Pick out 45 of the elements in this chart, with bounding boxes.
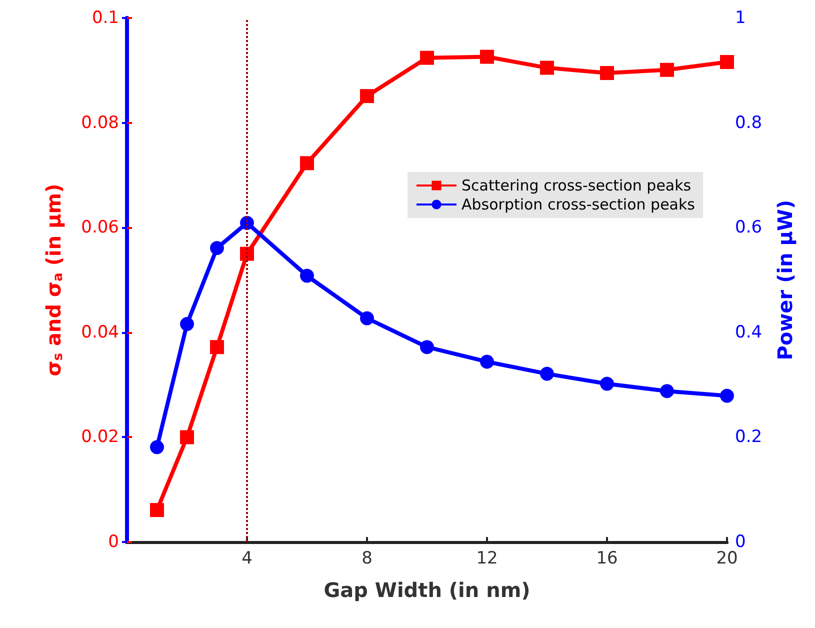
point (150, 503, 164, 518)
point (300, 268, 314, 283)
y2-tick-label: 0.2 (735, 427, 762, 448)
point (300, 156, 314, 170)
y-tick-label: 0 (108, 532, 119, 552)
point (480, 354, 494, 369)
x-tick-label: 12 (476, 548, 498, 568)
point (420, 340, 434, 354)
point (210, 340, 224, 354)
point (420, 50, 434, 65)
y-tick-label: 0.02 (81, 427, 119, 448)
point (240, 246, 254, 261)
point (600, 66, 614, 80)
y2-tick-label: 0.4 (735, 322, 762, 342)
x-tick-label: 4 (242, 548, 252, 568)
legend-label: Absorption cross-section peaks (461, 196, 696, 214)
point (540, 366, 554, 381)
y2-tick-label: 1 (735, 8, 746, 28)
point (210, 241, 224, 256)
x-tick-label: 16 (596, 548, 618, 568)
y2-tick-label: 0.6 (735, 218, 762, 238)
point (480, 50, 494, 64)
y-tick-label: 0.04 (81, 322, 119, 342)
x-axis-title: Gap Width (in nm) (324, 578, 530, 602)
x-tick-label: 8 (362, 548, 372, 568)
y2-tick-label: 0.8 (735, 112, 762, 133)
point (660, 384, 674, 398)
point (360, 89, 374, 104)
point (660, 62, 674, 77)
y-tick-label: 0.08 (81, 112, 119, 133)
point (360, 311, 374, 326)
point (180, 430, 194, 444)
point (720, 388, 734, 403)
point (600, 376, 614, 391)
y2-tick-label: 0 (735, 532, 746, 552)
point (180, 317, 194, 332)
y-tick-label: 0.1 (92, 8, 119, 28)
x-tick-label: 20 (716, 548, 738, 568)
point (720, 55, 734, 70)
legend-label: Scattering cross-section peaks (461, 176, 692, 194)
point (150, 440, 164, 454)
y-tick-label: 0.06 (81, 218, 119, 238)
point (540, 60, 554, 75)
y2-axis-title: Power (in μW) (773, 200, 797, 360)
y-axis-title: σs and σa (in μm) (42, 184, 66, 376)
